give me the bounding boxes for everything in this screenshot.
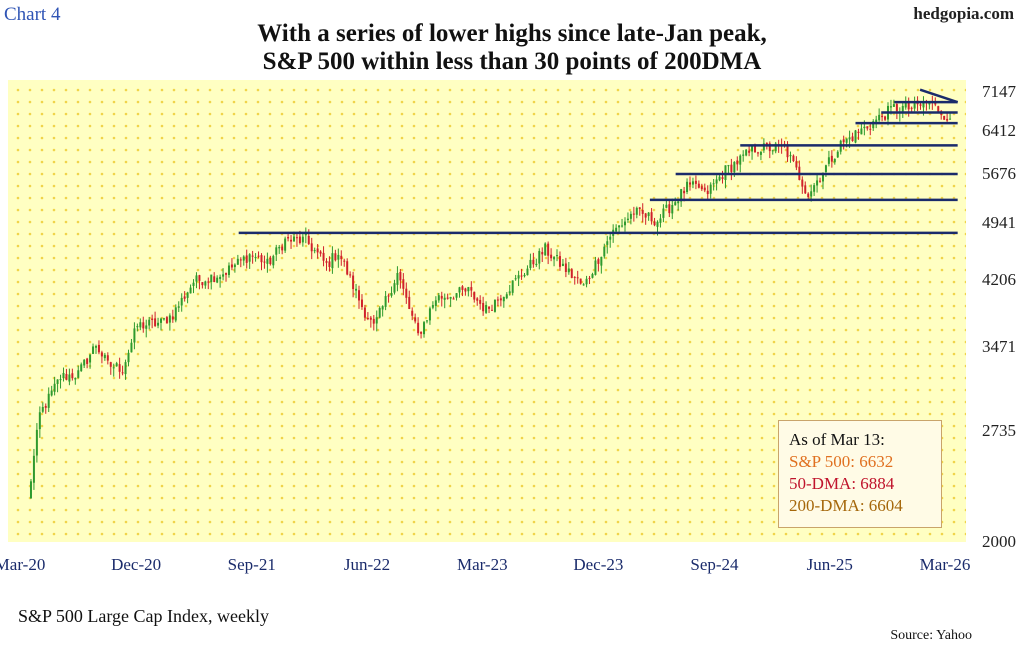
info-sp500: S&P 500: 6632: [789, 451, 931, 473]
candle: [571, 268, 573, 278]
candle: [544, 242, 546, 256]
x-tick-label: Dec-23: [573, 555, 623, 575]
y-tick-label: 4941: [982, 213, 1016, 233]
y-tick-label: 2000: [982, 532, 1016, 552]
candle: [943, 116, 945, 120]
x-tick-label: Sep-21: [228, 555, 276, 575]
candle: [284, 237, 286, 253]
info-box: As of Mar 13: S&P 500: 6632 50-DMA: 6884…: [778, 420, 942, 528]
y-tick-label: 5676: [982, 164, 1016, 184]
candle: [854, 130, 856, 143]
candle: [745, 149, 747, 156]
x-tick-label: Mar-26: [920, 555, 971, 575]
info-200dma: 200-DMA: 6604: [789, 495, 931, 517]
x-tick-label: Sep-24: [690, 555, 738, 575]
y-tick-label: 7147: [982, 82, 1016, 102]
x-tick-label: Jun-25: [807, 555, 853, 575]
y-tick-label: 6412: [982, 121, 1016, 141]
source-note: Source: Yahoo: [890, 628, 972, 644]
x-tick-label: Dec-20: [111, 555, 161, 575]
x-tick-label: Jun-22: [344, 555, 390, 575]
y-tick-label: 3471: [982, 337, 1016, 357]
info-as-of: As of Mar 13:: [789, 429, 931, 451]
candle: [379, 306, 381, 318]
y-tick-label: 2735: [982, 421, 1016, 441]
info-50dma: 50-DMA: 6884: [789, 473, 931, 495]
y-tick-label: 4206: [982, 270, 1016, 290]
candle: [30, 479, 32, 499]
x-tick-label: Mar-23: [457, 555, 508, 575]
chart-subtitle: S&P 500 Large Cap Index, weekly: [18, 606, 269, 627]
x-tick-label: Mar-20: [0, 555, 45, 575]
candle: [494, 299, 496, 312]
